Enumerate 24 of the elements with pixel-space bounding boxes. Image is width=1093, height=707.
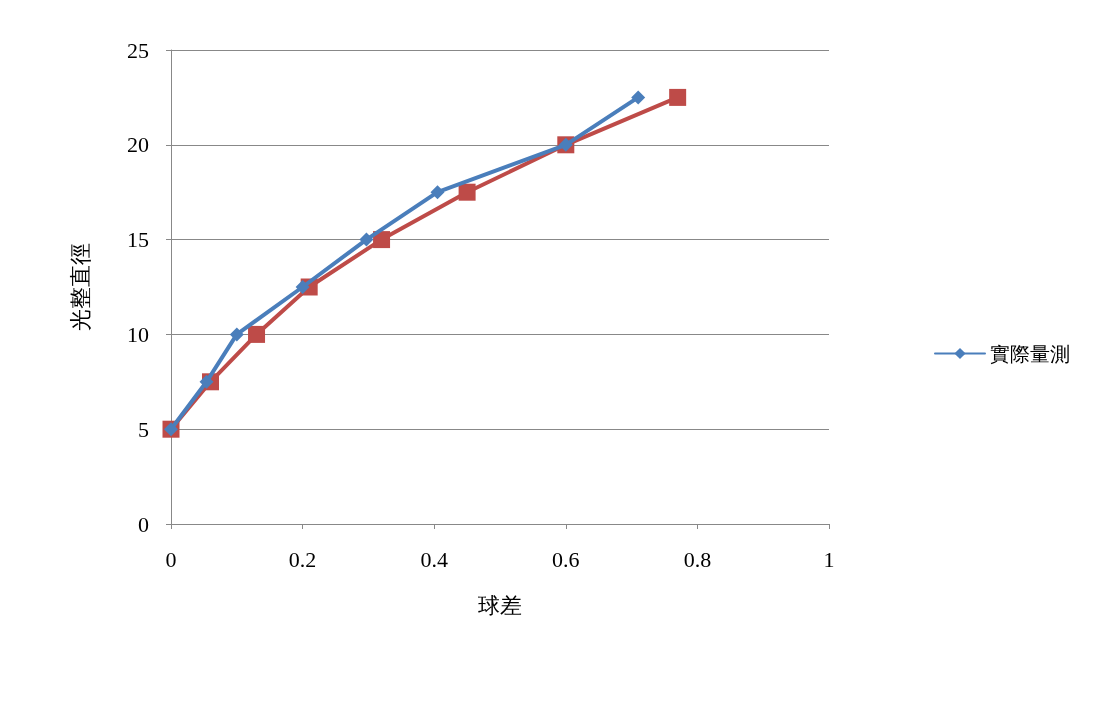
point (458, 183, 476, 201)
point (248, 325, 266, 343)
y-tick-label: 20 (127, 132, 149, 158)
x-tick-label: 1 (823, 546, 835, 572)
point (199, 374, 214, 389)
x-tick-label: 0.4 (420, 546, 448, 572)
y-tick-label: 15 (127, 227, 149, 253)
point (359, 232, 374, 247)
y-tick-label: 0 (138, 511, 149, 537)
x-tick-label: 0 (165, 546, 177, 572)
x-axis-title: 球差 (478, 592, 522, 618)
y-tick-label: 25 (127, 37, 149, 63)
point (229, 327, 244, 342)
point (295, 280, 310, 294)
x-tick-label: 0.6 (552, 546, 580, 572)
y-axis-title: 光整直徑 (67, 243, 93, 331)
y-tick-label: 5 (138, 416, 149, 442)
x-tick-label: 0.2 (288, 546, 317, 572)
point (430, 185, 445, 200)
point (631, 90, 646, 105)
point (669, 88, 687, 106)
x-tick-label: 0.8 (683, 546, 712, 572)
y-tick-label: 10 (127, 321, 149, 347)
legend-label: 實際量測 (990, 341, 1070, 366)
